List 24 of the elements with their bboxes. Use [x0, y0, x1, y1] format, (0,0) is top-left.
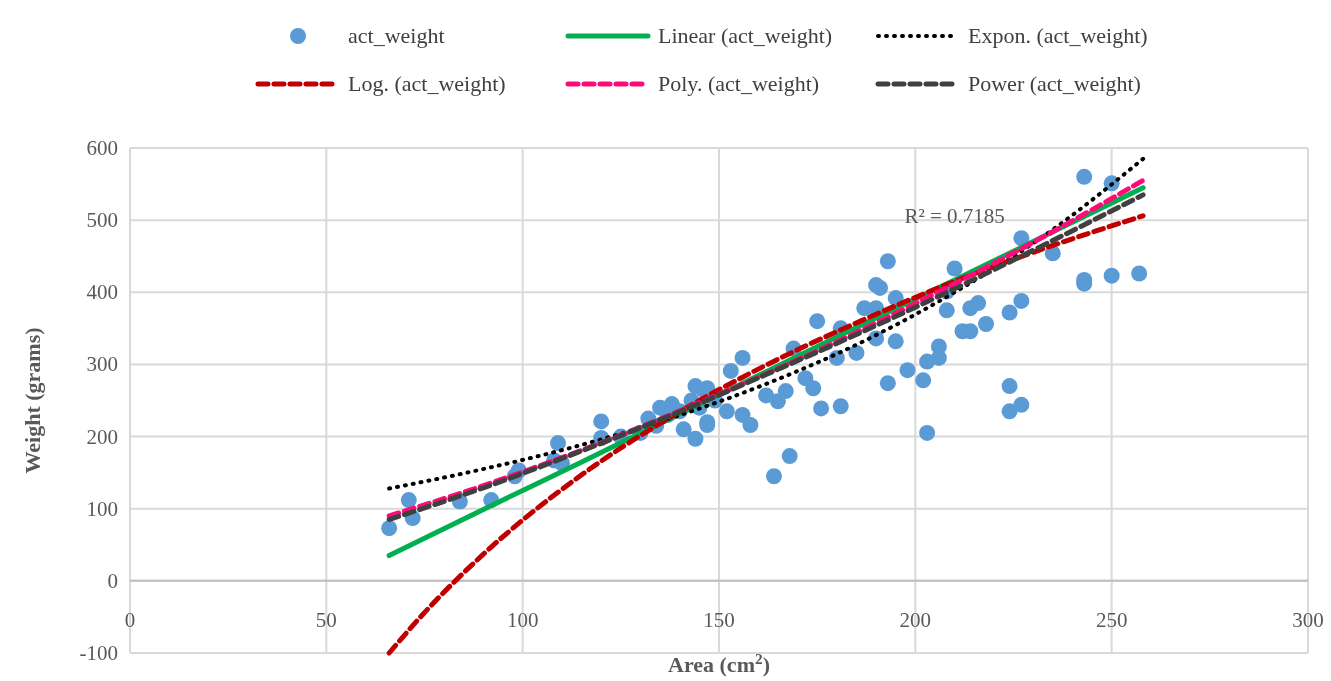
x-tick-label: 300 — [1292, 607, 1324, 632]
x-tick-label: 250 — [1095, 607, 1128, 632]
y-tick-label: 500 — [86, 208, 118, 233]
legend-label: act_weight — [348, 23, 445, 48]
legend-label: Expon. (act_weight) — [968, 23, 1148, 48]
y-tick-label: -100 — [79, 641, 118, 665]
legend-label: Power (act_weight) — [968, 71, 1141, 96]
y-tick-label: 200 — [86, 424, 118, 449]
x-tick-label: 50 — [315, 607, 337, 632]
y-tick-label: 400 — [86, 280, 118, 305]
y-tick-label: 0 — [107, 568, 118, 593]
legend-label: Poly. (act_weight) — [658, 71, 820, 96]
legend-label: Log. (act_weight) — [348, 71, 506, 96]
x-tick-label: 200 — [899, 607, 932, 632]
y-tick-label: 100 — [86, 496, 118, 521]
annotation: R² = 0.7185 — [904, 204, 1005, 228]
y-axis-title: Weight (grams) — [20, 327, 45, 474]
x-tick-label: 0 — [124, 607, 136, 632]
y-tick-label: 300 — [86, 352, 118, 377]
y-tick-label: 600 — [86, 136, 118, 160]
x-tick-label: 150 — [703, 607, 735, 632]
x-axis-title: Area (cm$^{2}$) — [668, 649, 770, 677]
x-tick-label: 100 — [506, 607, 539, 632]
legend-label: Linear (act_weight) — [658, 23, 833, 48]
